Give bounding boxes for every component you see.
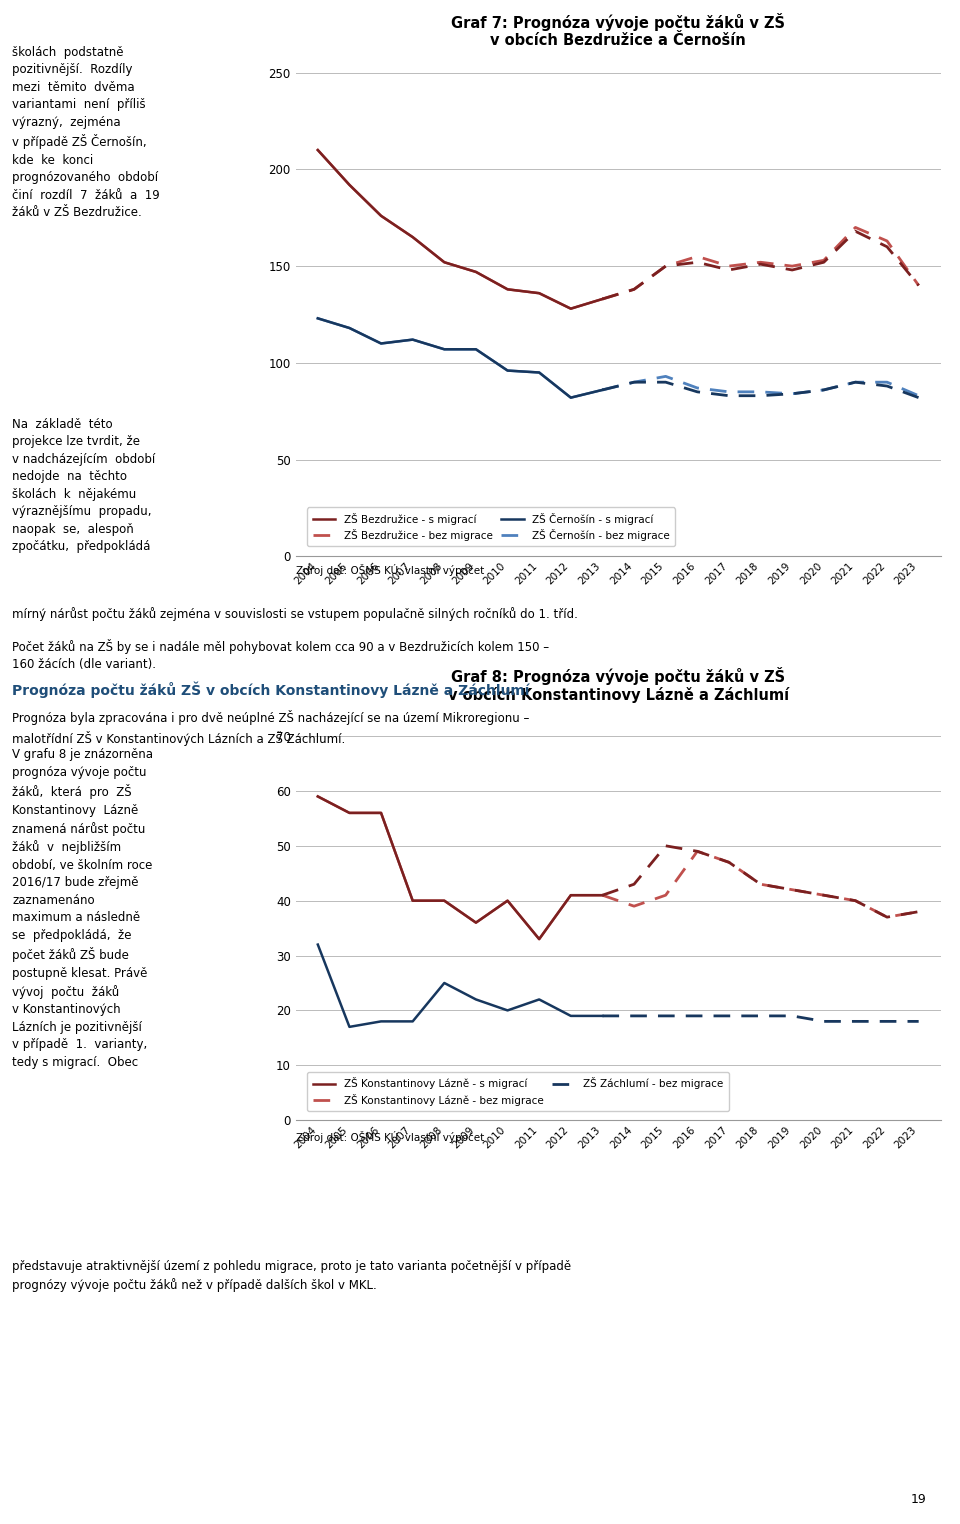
Text: V grafu 8 je znázorněna
prognóza vývoje počtu
žáků,  která  pro  ZŠ
Konstantinov: V grafu 8 je znázorněna prognóza vývoje … [12,748,154,1068]
Legend: ZŠ Konstantinovy Lázně - s migrací, ZŠ Konstantinovy Lázně - bez migrace, ZŠ Zác: ZŠ Konstantinovy Lázně - s migrací, ZŠ K… [307,1073,729,1111]
Title: Graf 8: Prognóza vývoje počtu žáků v ZŠ
v obcích Konstantinovy Lázně a Záchlumí: Graf 8: Prognóza vývoje počtu žáků v ZŠ … [447,666,789,704]
Legend: ZŠ Bezdružice - s migrací, ZŠ Bezdružice - bez migrace, ZŠ Černošín - s migrací,: ZŠ Bezdružice - s migrací, ZŠ Bezdružice… [307,507,675,546]
Text: školách  podstatně
pozitivnější.  Rozdíly
mezi  těmito  dvěma
variantami  není  : školách podstatně pozitivnější. Rozdíly … [12,46,160,219]
Text: Počet žáků na ZŠ by se i nadále měl pohybovat kolem cca 90 a v Bezdružicích kole: Počet žáků na ZŠ by se i nadále měl pohy… [12,639,550,671]
Text: Prognóza počtu žáků ZŠ v obcích Konstantinovy Lázně a Záchlumí: Prognóza počtu žáků ZŠ v obcích Konstant… [12,681,530,698]
Text: Na  základě  této
projekce lze tvrdit, že
v nadcházejícím  období
nedojde  na  t: Na základě této projekce lze tvrdit, že … [12,418,156,553]
Text: Prognóza byla zpracována i pro dvě neúplné ZŠ nacházející se na území Mikroregio: Prognóza byla zpracována i pro dvě neúpl… [12,710,530,745]
Title: Graf 7: Prognóza vývoje počtu žáků v ZŠ
v obcích Bezdružice a Černošín: Graf 7: Prognóza vývoje počtu žáků v ZŠ … [451,12,785,49]
Text: Zdroj dat: OŠMS KÚ, vlastní výpočet: Zdroj dat: OŠMS KÚ, vlastní výpočet [296,1131,484,1143]
Text: mírný nárůst počtu žáků zejména v souvislosti se vstupem populačně silných roční: mírný nárůst počtu žáků zejména v souvis… [12,607,578,620]
Text: představuje atraktivnější území z pohledu migrace, proto je tato varianta početn: představuje atraktivnější území z pohled… [12,1260,571,1292]
Text: Zdroj dat: OŠMS KÚ, vlastní výpočet: Zdroj dat: OŠMS KÚ, vlastní výpočet [296,564,484,576]
Text: 19: 19 [911,1492,926,1506]
